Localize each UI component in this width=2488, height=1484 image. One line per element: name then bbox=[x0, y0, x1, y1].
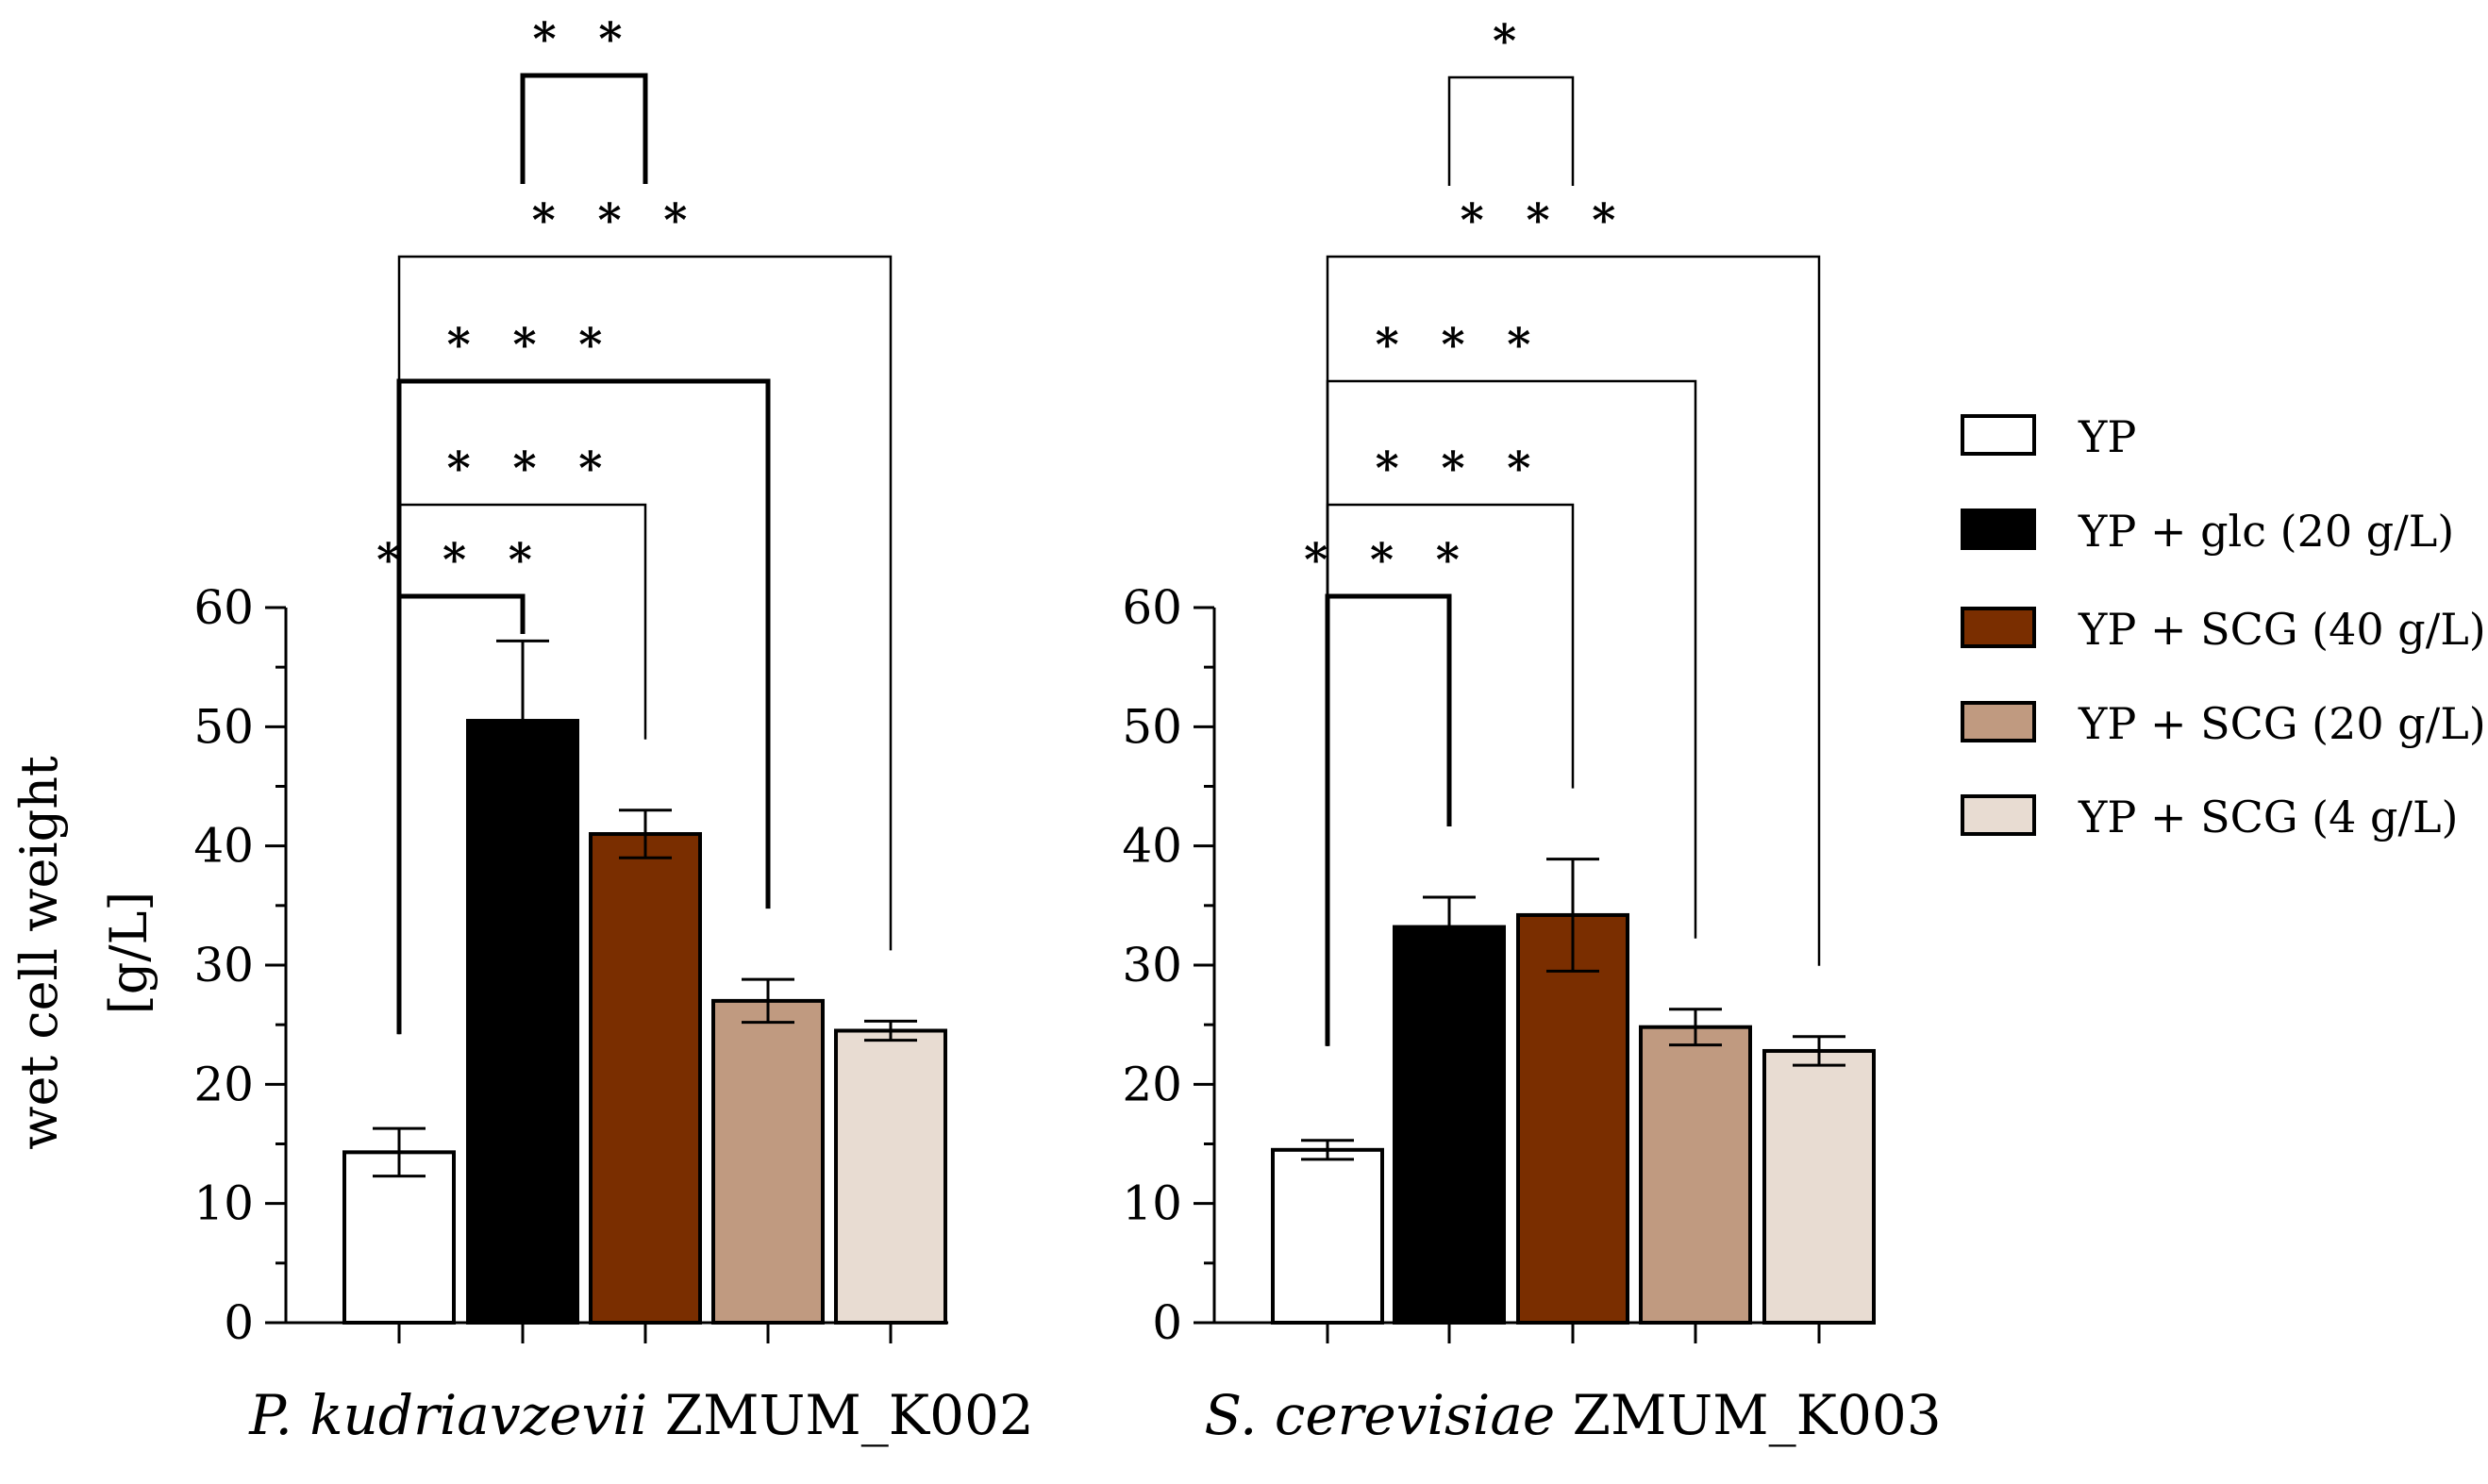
y-tick-label: 60 bbox=[1122, 580, 1182, 635]
legend-swatch bbox=[1961, 414, 2036, 456]
bar-2-2 bbox=[1393, 925, 1506, 1325]
panels: 0 10 20 30 40 50 60 * * * * * * * * * * * * * * P. k… bbox=[193, 13, 1941, 1447]
legend-label: YP + SCG (20 g/L) bbox=[2078, 698, 2486, 749]
legend-swatch bbox=[1961, 794, 2036, 836]
significance-bracket bbox=[520, 73, 648, 184]
y-tick-label: 30 bbox=[193, 938, 254, 992]
significance-label: * * * bbox=[447, 319, 616, 372]
bar-2-1 bbox=[1271, 1147, 1384, 1325]
y-tick-label: 0 bbox=[1152, 1295, 1182, 1350]
strain-name: ZMUM_K003 bbox=[1555, 1383, 1941, 1447]
panel-2: 0 10 20 30 40 50 60 * * * * * * * * * * * * * S. cer… bbox=[1122, 15, 1941, 1447]
bar-2-5 bbox=[1762, 1048, 1876, 1325]
legend-swatch bbox=[1961, 607, 2036, 648]
significance-label: * * * bbox=[1376, 442, 1545, 495]
panel-1: 0 10 20 30 40 50 60 * * * * * * * * * * * * * * P. k… bbox=[193, 13, 1033, 1447]
legend-item: YP bbox=[1961, 411, 2136, 462]
legend: YP YP + glc (20 g/L) YP + SCG (40 g/L) YP +… bbox=[1961, 411, 2486, 842]
species-name: S. cerevisiae bbox=[1204, 1383, 1555, 1447]
significance-label: * * * bbox=[532, 194, 701, 247]
significance-label: * * * bbox=[447, 442, 616, 495]
y-tick-label: 20 bbox=[193, 1057, 254, 1111]
legend-label: YP + SCG (4 g/L) bbox=[2078, 792, 2458, 842]
legend-item: YP + SCG (40 g/L) bbox=[1961, 604, 2486, 655]
y-tick-label: 50 bbox=[193, 699, 254, 754]
legend-label: YP bbox=[2078, 411, 2136, 462]
bar-2-4 bbox=[1639, 1025, 1752, 1326]
y-tick-label: 60 bbox=[193, 580, 254, 635]
bar-2-3 bbox=[1516, 912, 1629, 1325]
y-tick-label: 10 bbox=[193, 1176, 254, 1231]
bar-1-4 bbox=[711, 998, 825, 1326]
legend-label: YP + glc (20 g/L) bbox=[2078, 506, 2454, 557]
y-tick-label: 20 bbox=[1122, 1057, 1182, 1111]
legend-item: YP + SCG (20 g/L) bbox=[1961, 698, 2486, 749]
significance-bracket bbox=[397, 255, 893, 1035]
legend-item: YP + SCG (4 g/L) bbox=[1961, 792, 2458, 842]
bar-1-5 bbox=[834, 1028, 947, 1325]
legend-label: YP + SCG (40 g/L) bbox=[2078, 604, 2486, 655]
species-name: P. kudriavzevii bbox=[248, 1383, 647, 1447]
significance-label: * * * bbox=[376, 534, 545, 587]
significance-bracket bbox=[1326, 255, 1821, 1046]
y-tick-label: 30 bbox=[1122, 938, 1182, 992]
significance-label: * * * bbox=[1461, 194, 1629, 247]
bar-1-1 bbox=[342, 1150, 456, 1326]
y-tick-label: 50 bbox=[1122, 699, 1182, 754]
y-tick-label: 10 bbox=[1122, 1176, 1182, 1231]
strain-name: ZMUM_K002 bbox=[647, 1383, 1033, 1447]
significance-label: * bbox=[1493, 15, 1529, 68]
significance-label: * * * bbox=[1376, 319, 1545, 372]
y-axis-label: wet cell weight [g/L] bbox=[9, 756, 159, 1150]
bar-1-3 bbox=[589, 832, 702, 1325]
legend-swatch bbox=[1961, 701, 2036, 742]
significance-label: * * * bbox=[1304, 534, 1473, 587]
bar-1-2 bbox=[466, 719, 579, 1325]
y-tick-label: 0 bbox=[224, 1295, 254, 1350]
y-axis-label-line1: wet cell weight bbox=[9, 756, 69, 1150]
y-tick-label: 40 bbox=[1122, 819, 1182, 874]
y-tick-label: 40 bbox=[193, 819, 254, 874]
legend-item: YP + glc (20 g/L) bbox=[1961, 506, 2454, 557]
significance-label: * * bbox=[533, 13, 636, 66]
significance-bracket bbox=[1447, 75, 1575, 186]
y-axis-label-line2: [g/L] bbox=[99, 892, 159, 1015]
legend-swatch bbox=[1961, 509, 2036, 550]
panel-title: S. cerevisiae ZMUM_K003 bbox=[1204, 1383, 1941, 1447]
panel-title: P. kudriavzevii ZMUM_K002 bbox=[248, 1383, 1034, 1447]
